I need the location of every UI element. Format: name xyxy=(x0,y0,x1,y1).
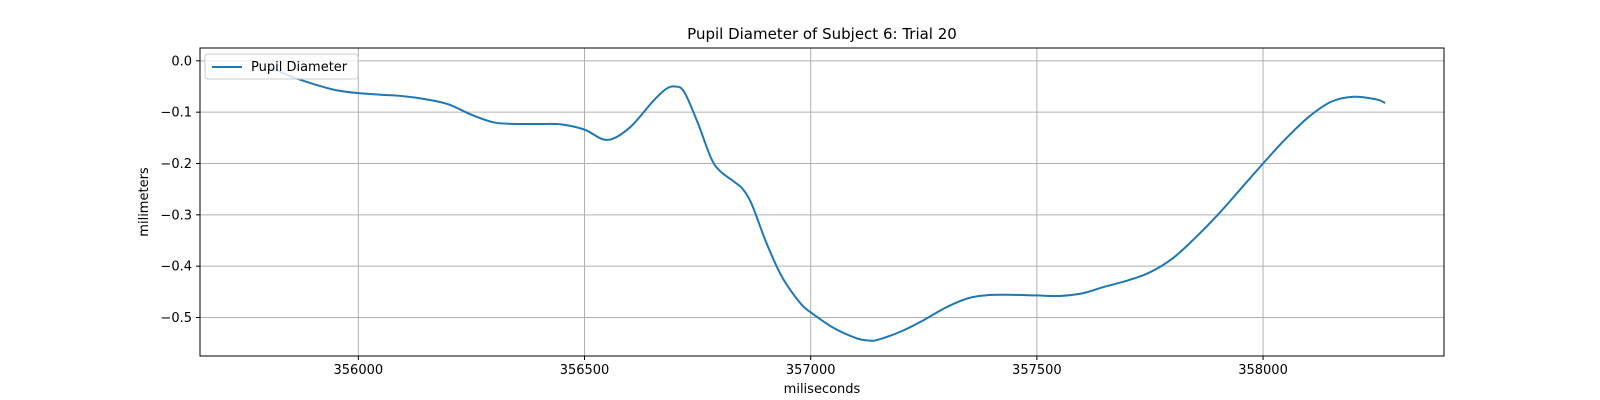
legend: Pupil Diameter xyxy=(204,53,359,80)
y-axis-label: milimeters xyxy=(137,167,152,237)
y-tick-label: −0.4 xyxy=(160,260,192,275)
y-axis-ticks: 0.0 −0.1 −0.2 −0.3 −0.4 −0.5 xyxy=(160,54,200,326)
x-tick-label: 357000 xyxy=(786,363,836,378)
x-tick-label: 356000 xyxy=(334,363,384,378)
y-tick-label: −0.1 xyxy=(160,106,192,121)
series-layer xyxy=(267,65,1386,342)
y-tick-label: −0.2 xyxy=(160,157,192,172)
series-line-pupil-diameter xyxy=(267,65,1386,342)
grid xyxy=(200,48,1444,356)
y-tick-label: 0.0 xyxy=(171,54,192,69)
legend-label-pupil-diameter: Pupil Diameter xyxy=(251,60,348,75)
y-tick-label: −0.5 xyxy=(160,311,192,326)
x-tick-label: 357500 xyxy=(1012,363,1062,378)
y-tick-label: −0.3 xyxy=(160,208,192,223)
x-axis-label: miliseconds xyxy=(784,382,861,397)
x-axis-ticks: 356000 356500 357000 357500 358000 xyxy=(334,356,1288,378)
x-tick-label: 356500 xyxy=(560,363,610,378)
chart-title: Pupil Diameter of Subject 6: Trial 20 xyxy=(687,25,957,43)
x-tick-label: 358000 xyxy=(1238,363,1288,378)
legend-box xyxy=(204,53,359,80)
plot-area-frame xyxy=(199,47,1445,357)
